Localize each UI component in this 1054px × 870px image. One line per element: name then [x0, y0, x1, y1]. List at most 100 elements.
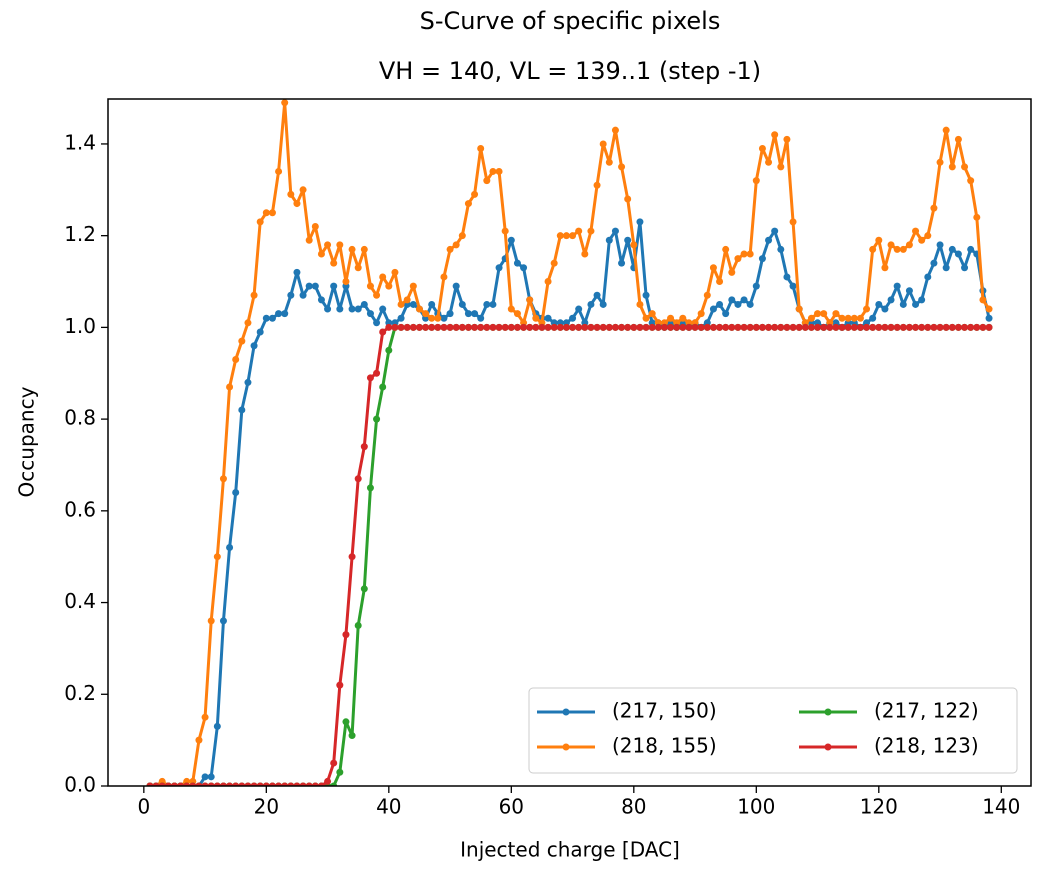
data-point [385, 346, 393, 354]
data-point [954, 135, 962, 143]
data-point [342, 718, 350, 726]
data-point [146, 782, 154, 786]
data-point [826, 323, 834, 331]
data-point [734, 300, 742, 308]
data-point [587, 323, 595, 331]
data-point [342, 278, 350, 286]
data-point [373, 415, 381, 423]
data-point [838, 323, 846, 331]
data-point [605, 323, 613, 331]
data-point [379, 305, 387, 313]
data-point [954, 323, 962, 331]
data-point [299, 291, 307, 299]
data-point [550, 259, 558, 267]
data-point [244, 319, 252, 327]
data-point [709, 323, 717, 331]
data-point [593, 181, 601, 189]
data-point [924, 323, 932, 331]
data-point [593, 323, 601, 331]
data-point [765, 323, 773, 331]
data-point [875, 236, 883, 244]
data-point [544, 314, 552, 322]
data-point [397, 323, 405, 331]
data-point [801, 323, 809, 331]
data-point [734, 323, 742, 331]
data-point [722, 245, 730, 253]
data-point [740, 296, 748, 304]
data-point [244, 782, 252, 786]
data-point [501, 323, 509, 331]
data-point [985, 314, 993, 322]
data-point [446, 310, 454, 318]
data-point [575, 305, 583, 313]
data-point [483, 323, 491, 331]
data-point [513, 259, 521, 267]
data-point [360, 443, 368, 451]
data-point [489, 300, 497, 308]
data-point [275, 167, 283, 175]
data-point [373, 291, 381, 299]
data-point [961, 264, 969, 272]
data-point [471, 323, 479, 331]
data-point [636, 300, 644, 308]
data-point [324, 241, 332, 249]
data-point [201, 773, 209, 781]
data-point [777, 163, 785, 171]
data-point [268, 209, 276, 217]
data-point [618, 323, 626, 331]
data-point [330, 759, 338, 767]
data-point [863, 323, 871, 331]
data-point [624, 236, 632, 244]
data-point [219, 617, 227, 625]
data-point [936, 158, 944, 166]
data-point [758, 323, 766, 331]
data-point [820, 323, 828, 331]
data-point [336, 305, 344, 313]
data-point [611, 126, 619, 134]
data-point [483, 300, 491, 308]
data-point [281, 99, 289, 107]
data-point [477, 323, 485, 331]
data-point [856, 323, 864, 331]
data-point [899, 300, 907, 308]
data-point [189, 782, 197, 786]
data-point [746, 250, 754, 258]
data-point [716, 278, 724, 286]
x-tick-label: 100 [737, 795, 775, 819]
chart-subtitle: VH = 140, VL = 139..1 (step -1) [379, 57, 761, 85]
data-point [311, 782, 319, 786]
data-point [985, 305, 993, 313]
data-point [556, 232, 564, 240]
data-point [936, 241, 944, 249]
data-point [973, 213, 981, 221]
data-point [777, 245, 785, 253]
data-point [195, 782, 203, 786]
data-point [746, 300, 754, 308]
data-point [281, 782, 289, 786]
data-point [238, 782, 246, 786]
data-point [256, 328, 264, 336]
data-point [783, 273, 791, 281]
data-point [942, 126, 950, 134]
data-point [611, 227, 619, 235]
data-point [495, 167, 503, 175]
data-point [869, 323, 877, 331]
data-point [679, 314, 687, 322]
data-point [599, 300, 607, 308]
legend-label: (218, 155) [612, 734, 717, 758]
data-point [924, 232, 932, 240]
data-point [495, 323, 503, 331]
data-point [311, 282, 319, 290]
data-point [513, 310, 521, 318]
data-point [967, 177, 975, 185]
data-point [275, 310, 283, 318]
data-point [152, 782, 160, 786]
data-point [250, 782, 258, 786]
data-point [605, 236, 613, 244]
legend-label: (218, 123) [874, 734, 979, 758]
data-point [599, 323, 607, 331]
data-point [409, 282, 417, 290]
data-point [887, 323, 895, 331]
data-point [232, 355, 240, 363]
data-point [226, 544, 234, 552]
